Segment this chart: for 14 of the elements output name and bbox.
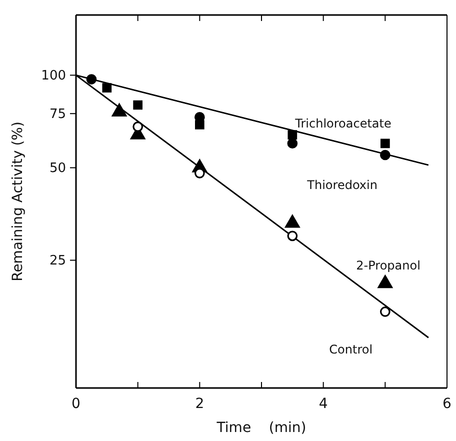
x-axis-title: Time (min) — [216, 420, 306, 436]
x-tick-label: 4 — [318, 396, 328, 412]
series-label: Thioredoxin — [306, 178, 378, 192]
x-tick-label: 0 — [72, 396, 80, 412]
y-tick-label: 50 — [49, 160, 66, 176]
y-axis-title: Remaining Activity (%) — [10, 122, 26, 282]
y-tick-label: 100 — [41, 68, 66, 84]
series-label: 2-Propanol — [356, 258, 420, 273]
text: Control — [329, 342, 373, 357]
series-label: Trichloroacetate — [294, 116, 392, 130]
x-tick-label: 6 — [442, 396, 452, 412]
y-tick-label: 75 — [49, 106, 66, 122]
x-tick-label: 2 — [195, 396, 204, 412]
y-tick-label: 25 — [49, 253, 66, 268]
